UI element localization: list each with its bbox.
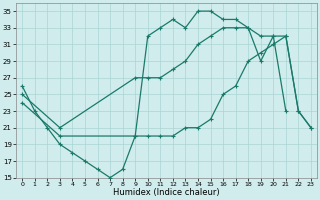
X-axis label: Humidex (Indice chaleur): Humidex (Indice chaleur): [113, 188, 220, 197]
